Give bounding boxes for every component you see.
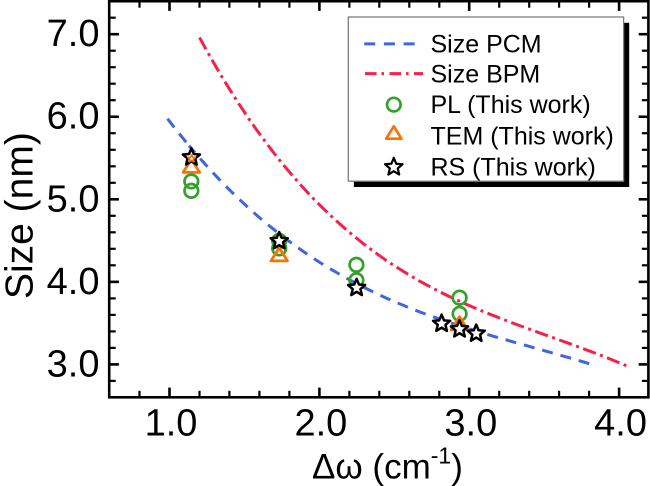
svg-text:2.0: 2.0: [294, 403, 347, 445]
svg-text:4.0: 4.0: [47, 261, 100, 303]
svg-text:1.0: 1.0: [145, 403, 198, 445]
svg-text:3.0: 3.0: [47, 343, 100, 385]
svg-text:Size BPM: Size BPM: [431, 61, 541, 89]
svg-text:TEM (This work): TEM (This work): [431, 123, 614, 151]
svg-text:5.0: 5.0: [47, 178, 100, 220]
svg-text:6.0: 6.0: [47, 96, 100, 138]
svg-text:Size PCM: Size PCM: [431, 30, 542, 58]
svg-text:7.0: 7.0: [47, 13, 100, 55]
svg-text:PL (This work): PL (This work): [431, 91, 591, 119]
svg-text:RS (This work): RS (This work): [431, 153, 596, 181]
svg-text:Size (nm): Size (nm): [0, 132, 42, 299]
svg-text:Δω (cm-1): Δω (cm-1): [312, 443, 463, 486]
svg-text:3.0: 3.0: [444, 403, 497, 445]
svg-text:4.0: 4.0: [594, 403, 647, 445]
